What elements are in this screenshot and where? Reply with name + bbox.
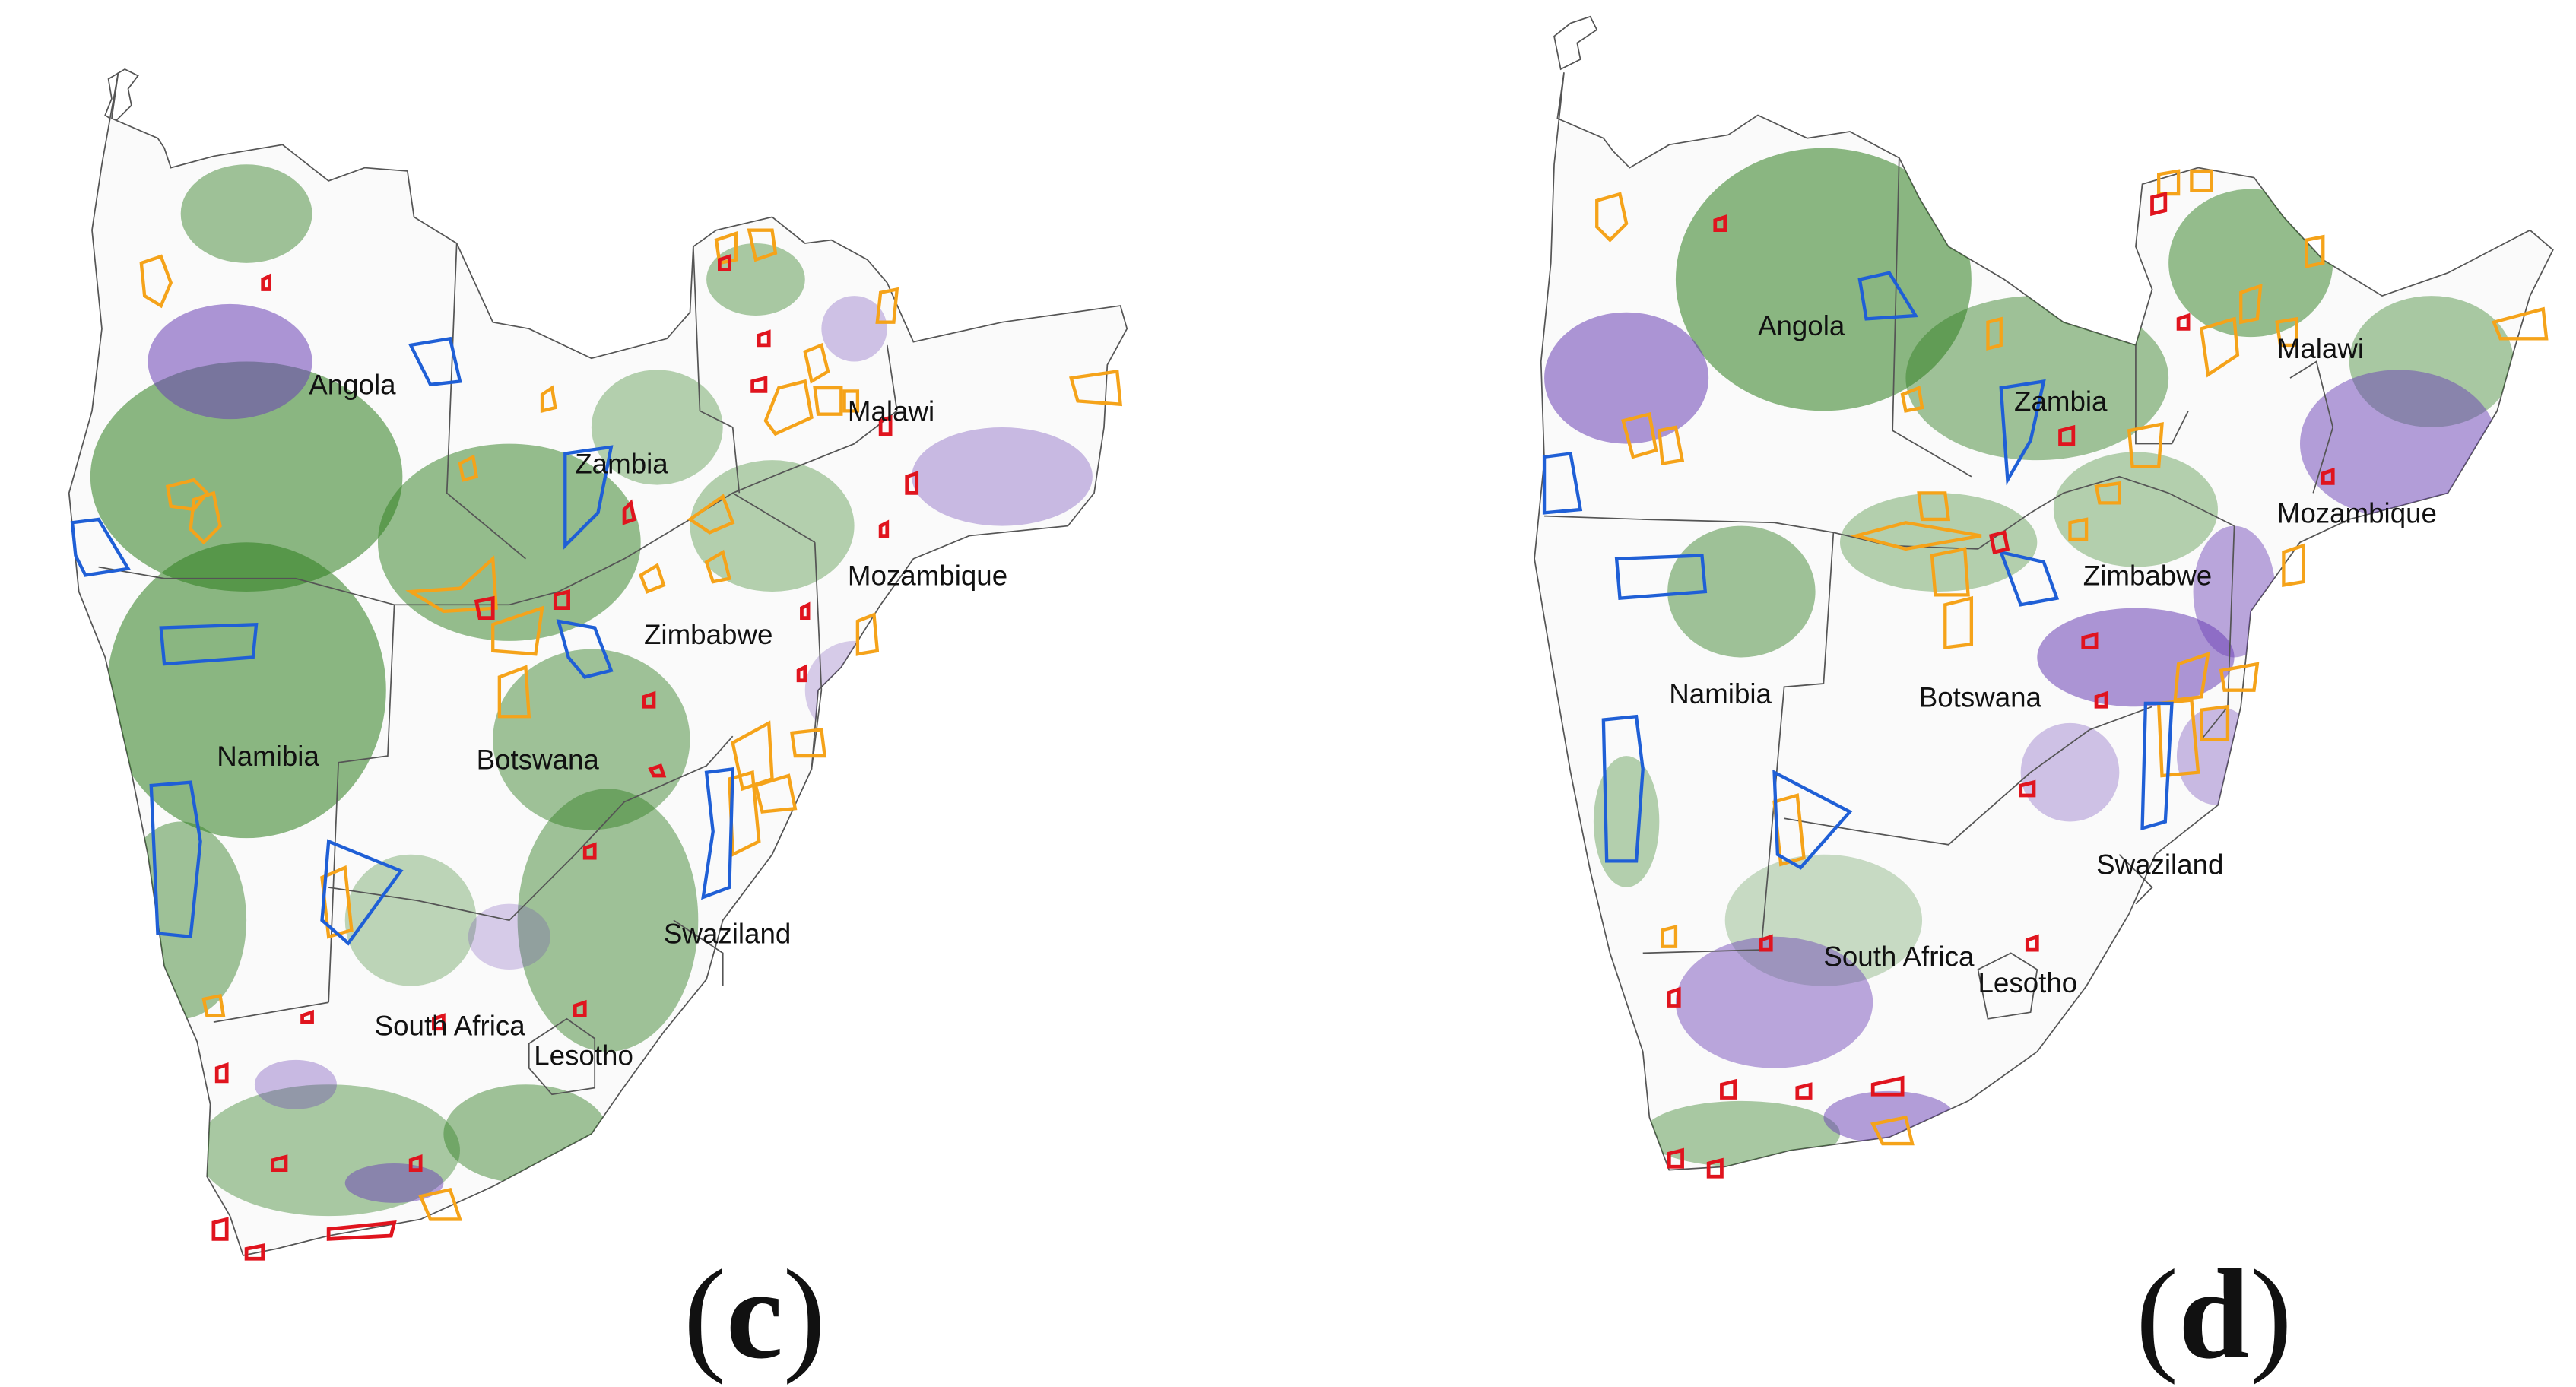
country-label-namibia: Namibia [217, 741, 319, 772]
decrease-area [254, 1059, 337, 1109]
increase-area [344, 854, 477, 986]
country-label-botswana: Botswana [477, 744, 600, 775]
decrease-area [2300, 370, 2498, 518]
outlines-red-c [211, 253, 919, 1261]
country-label-zambia: Zambia [2014, 386, 2108, 417]
increase-area [377, 443, 641, 641]
country-label-zambia: Zambia [575, 448, 668, 479]
increase-area [591, 370, 723, 485]
decrease-area [2020, 722, 2120, 822]
map-panel-c: Angola Zambia Malawi Mozambique Zimbabwe… [68, 68, 1128, 1385]
increase-area [493, 649, 690, 830]
decrease-area [2193, 525, 2276, 658]
decrease-area [1675, 936, 1873, 1068]
decrease-area [821, 296, 887, 362]
country-borders-c [98, 243, 898, 1096]
outlines-red-d [1667, 192, 2335, 1179]
country-label-zimbabwe: Zimbabwe [644, 619, 772, 650]
decrease-area [2176, 706, 2259, 805]
increase-area [690, 460, 855, 592]
island-outline [1553, 15, 1598, 71]
outlines-blue-d [1542, 271, 2174, 870]
country-labels-d: Angola Zambia Malawi Mozambique Zimbabwe… [1669, 310, 2437, 998]
country-label-mozambique: Mozambique [2277, 497, 2437, 528]
country-label-south-africa: South Africa [375, 1010, 526, 1041]
country-label-lesotho: Lesotho [534, 1039, 633, 1071]
increase-area [180, 164, 312, 263]
decrease-area [1544, 312, 1709, 444]
country-label-malawi: Malawi [848, 395, 934, 427]
decrease-area [344, 1163, 444, 1203]
outlines-orange-d [1595, 169, 2549, 1146]
increase-area [1724, 854, 1923, 986]
outlines-orange-c [139, 228, 1123, 1221]
island-outline [104, 68, 139, 123]
country-label-south-africa: South Africa [1823, 941, 1975, 973]
panel-label-d: (d) [2136, 1244, 2292, 1385]
country-labels-c: Angola Zambia Malawi Mozambique Zimbabwe… [217, 370, 1007, 1071]
country-label-swaziland: Swaziland [664, 918, 791, 949]
increase-area [2053, 452, 2218, 567]
map-panel-d: Angola Zambia Malawi Mozambique Zimbabwe… [1534, 15, 2554, 1385]
country-label-angola: Angola [309, 370, 396, 401]
outlines-blue-c [70, 336, 734, 946]
decrease-area [2037, 608, 2235, 707]
decrease-area [1823, 1090, 1956, 1144]
increase-area [106, 542, 386, 839]
increase-area [1667, 525, 1816, 658]
country-label-lesotho: Lesotho [1978, 967, 2078, 998]
land-outline [68, 72, 1128, 1256]
increase-area [115, 821, 247, 1019]
increase-area [517, 789, 699, 1052]
country-label-mozambique: Mozambique [848, 560, 1007, 591]
increase-area [1905, 296, 2169, 461]
country-label-zimbabwe: Zimbabwe [2083, 560, 2212, 591]
increase-area [90, 361, 403, 592]
increase-area [1642, 1100, 1840, 1167]
panel-label-c: (c) [684, 1244, 826, 1385]
country-label-namibia: Namibia [1669, 678, 1772, 709]
increase-area [2168, 189, 2333, 338]
decrease-area [468, 903, 550, 970]
change-layer-d [1544, 148, 2514, 1167]
country-label-swaziland: Swaziland [2096, 849, 2223, 881]
country-label-malawi: Malawi [2277, 333, 2364, 364]
country-label-angola: Angola [1758, 310, 1845, 341]
decrease-area [912, 427, 1093, 526]
country-label-botswana: Botswana [1919, 681, 2042, 713]
increase-area [443, 1084, 608, 1183]
decrease-area [148, 303, 312, 420]
